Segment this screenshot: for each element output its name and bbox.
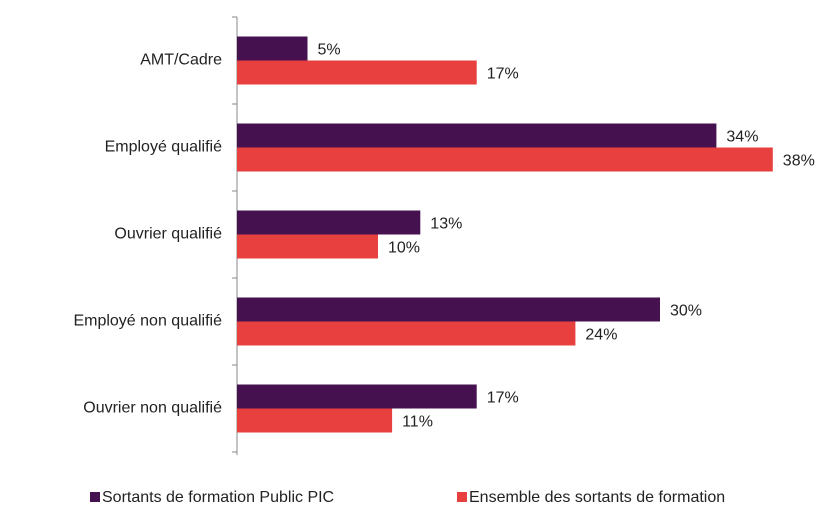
value-label: 10% xyxy=(388,240,420,257)
y-tick-label: AMT/Cadre xyxy=(140,52,222,69)
value-label: 24% xyxy=(585,327,617,344)
y-tick-label: Ouvrier non qualifié xyxy=(83,400,222,417)
legend-label: Ensemble des sortants de formation xyxy=(469,489,725,506)
legend-swatch xyxy=(457,492,467,502)
bar xyxy=(237,321,576,346)
value-label: 34% xyxy=(726,129,758,146)
bar xyxy=(237,60,477,85)
value-label: 17% xyxy=(487,66,519,83)
value-label: 30% xyxy=(670,303,702,320)
bar xyxy=(237,384,477,409)
legend-swatch xyxy=(90,492,100,502)
bar xyxy=(237,297,660,322)
value-label: 17% xyxy=(487,390,519,407)
bar xyxy=(237,36,308,61)
bar xyxy=(237,210,421,235)
value-label: 38% xyxy=(783,153,815,170)
value-label: 11% xyxy=(402,414,433,431)
value-label: 13% xyxy=(430,216,462,233)
legend-label: Sortants de formation Public PIC xyxy=(102,489,334,506)
value-label: 5% xyxy=(318,42,341,59)
y-tick-label: Employé qualifié xyxy=(105,139,223,156)
bar xyxy=(237,123,717,148)
bar xyxy=(237,147,773,172)
y-tick-label: Ouvrier qualifié xyxy=(114,226,222,243)
bar xyxy=(237,234,378,259)
bar xyxy=(237,408,393,433)
y-tick-label: Employé non qualifié xyxy=(73,313,222,330)
